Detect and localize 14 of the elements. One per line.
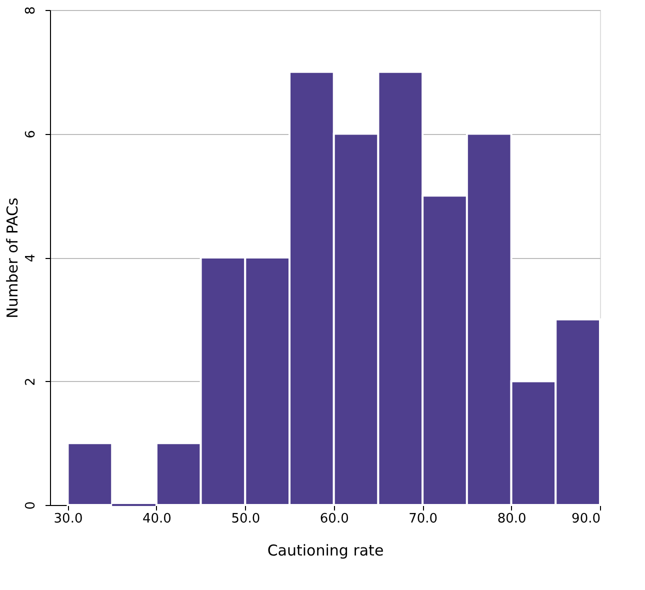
y-tick-label: 6 bbox=[24, 130, 38, 138]
x-tick-label: 80.0 bbox=[497, 512, 526, 526]
y-tick-label: 4 bbox=[24, 254, 38, 262]
x-tick-label: 70.0 bbox=[408, 512, 438, 526]
y-tick-label: 8 bbox=[24, 6, 38, 15]
x-tick-label: 60.0 bbox=[320, 512, 349, 526]
x-tick-label: 90.0 bbox=[572, 512, 600, 526]
x-tick-label: 50.0 bbox=[231, 512, 260, 526]
x-tick-label: 40.0 bbox=[142, 512, 172, 526]
y-axis-title: Number of PACs bbox=[4, 198, 22, 318]
y-tick-label: 2 bbox=[24, 378, 38, 386]
x-tick-label: 30.0 bbox=[54, 512, 83, 526]
x-axis-title: Cautioning rate bbox=[267, 542, 384, 560]
y-tick-label: 0 bbox=[24, 501, 38, 510]
